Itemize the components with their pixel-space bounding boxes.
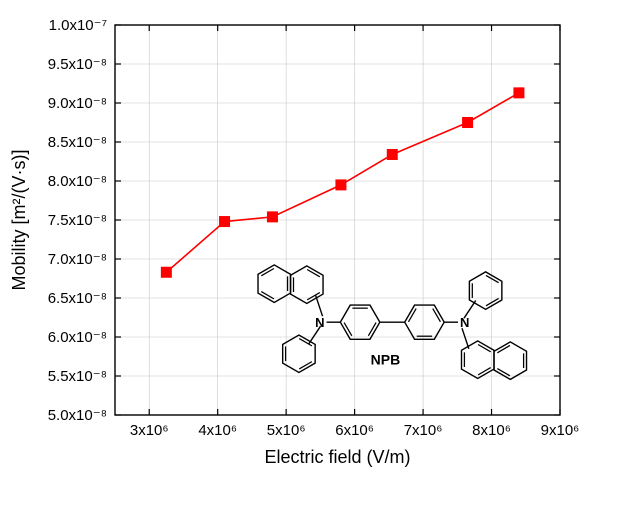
- x-tick-label: 3x10⁶: [130, 422, 169, 439]
- x-tick-label: 9x10⁶: [541, 422, 580, 439]
- y-tick-label: 9.0x10⁻⁸: [48, 95, 107, 112]
- y-tick-label: 6.0x10⁻⁸: [48, 329, 107, 346]
- y-tick-label: 1.0x10⁻⁷: [49, 17, 107, 34]
- x-tick-label: 7x10⁶: [404, 422, 443, 439]
- y-tick-label: 5.5x10⁻⁸: [48, 368, 107, 385]
- y-tick-label: 9.5x10⁻⁸: [48, 56, 107, 73]
- data-point: [514, 88, 524, 98]
- data-point: [267, 212, 277, 222]
- data-point: [463, 118, 473, 128]
- x-tick-label: 6x10⁶: [335, 422, 374, 439]
- y-tick-label: 8.5x10⁻⁸: [48, 134, 107, 151]
- x-axis-label: Electric field (V/m): [264, 447, 410, 467]
- x-tick-label: 8x10⁶: [472, 422, 511, 439]
- y-tick-label: 7.5x10⁻⁸: [48, 212, 107, 229]
- x-tick-label: 4x10⁶: [198, 422, 237, 439]
- data-point: [220, 217, 230, 227]
- y-tick-label: 7.0x10⁻⁸: [48, 251, 107, 268]
- y-axis-label: Mobility [m²/(V·s)]: [9, 150, 29, 291]
- data-point: [387, 149, 397, 159]
- chart-stage: 3x10⁶ 4x10⁶ 5x10⁶ 6x10⁶ 7x10⁶ 8x10⁶ 9x10⁶ 5.0x1…: [0, 0, 624, 507]
- y-tick-label: 8.0x10⁻⁸: [48, 173, 107, 190]
- x-tick-label: 5x10⁶: [267, 422, 306, 439]
- y-tick-label: 6.5x10⁻⁸: [48, 290, 107, 307]
- y-tick-label: 5.0x10⁻⁸: [48, 407, 107, 424]
- mobility-chart: 3x10⁶ 4x10⁶ 5x10⁶ 6x10⁶ 7x10⁶ 8x10⁶ 9x10⁶ 5.0x1…: [0, 0, 624, 507]
- data-point: [336, 180, 346, 190]
- data-point: [161, 267, 171, 277]
- structure-label: NPB: [371, 351, 401, 367]
